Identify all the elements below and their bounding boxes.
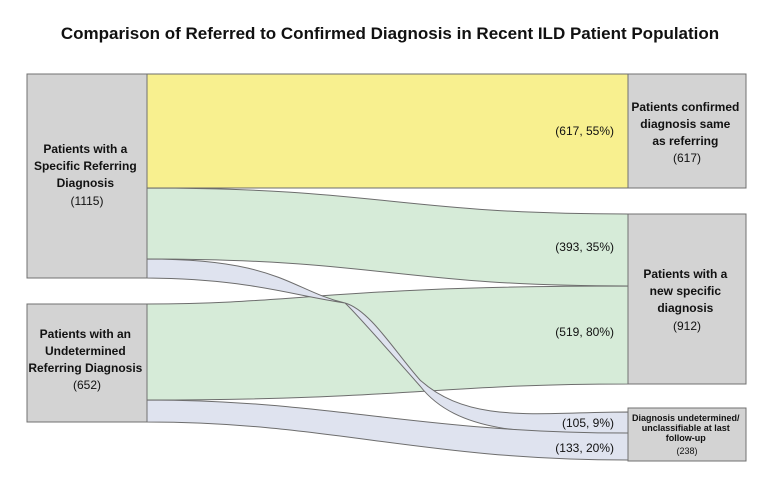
node-undetermined-referring <box>26 303 148 423</box>
flow-label-specific-to-new: (393, 35%) <box>555 240 614 254</box>
node-label-specific-referring: Patients with a Specific Referring Diagn… <box>34 142 140 208</box>
node-label-undetermined-referring: Patients with an Undetermined Referring … <box>28 327 145 392</box>
node-label-confirmed-same: Patients confirmed diagnosis same as ref… <box>631 100 742 165</box>
node-label-undetermined-final: Diagnosis undetermined/ unclassifiable a… <box>632 413 742 456</box>
node-label-new-specific: Patients with a new specific diagnosis (… <box>643 267 730 333</box>
flow-label-specific-to-undetermined: (105, 9%) <box>562 416 614 430</box>
flow-label-confirmed-same: (617, 55%) <box>555 124 614 138</box>
node-new-specific <box>627 213 747 385</box>
node-undetermined-final <box>627 407 747 462</box>
diagram-title: Comparison of Referred to Confirmed Diag… <box>60 24 720 43</box>
node-confirmed-same <box>627 73 747 189</box>
node-specific-referring <box>26 73 148 279</box>
flow-label-undetermined-to-new: (519, 80%) <box>555 325 614 339</box>
flow-label-undetermined-to-undetermined: (133, 20%) <box>555 441 614 455</box>
